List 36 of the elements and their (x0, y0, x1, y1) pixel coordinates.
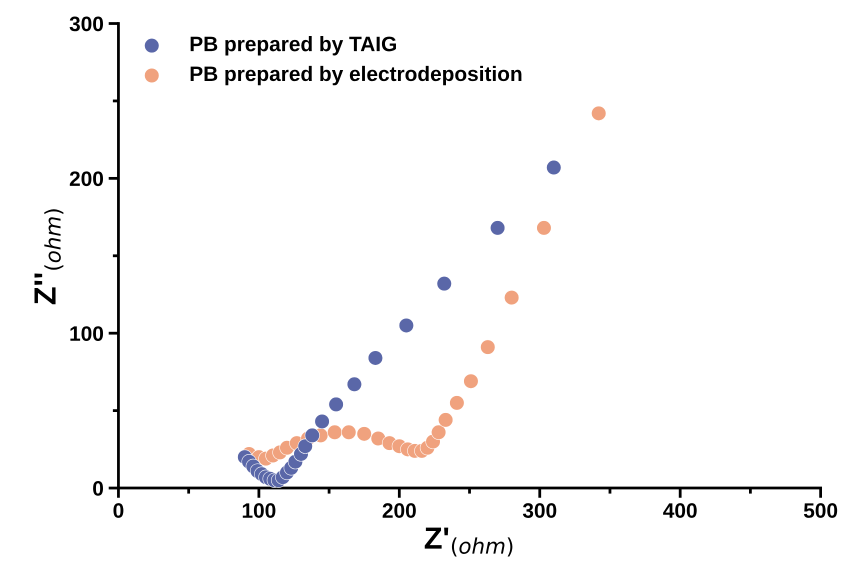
point (356, 426, 372, 442)
legend-label: PB prepared by electrodeposition (190, 66, 522, 86)
point (431, 424, 446, 440)
x-tick-label: 300 (522, 503, 556, 518)
point (546, 160, 562, 176)
point (449, 395, 464, 410)
point (368, 350, 383, 366)
point (341, 424, 356, 440)
point (480, 340, 496, 355)
y-tick-label: 300 (70, 16, 104, 32)
x-tick-label: 0 (113, 503, 124, 518)
point (438, 412, 454, 428)
x-tick-label: 100 (242, 503, 276, 518)
point (328, 396, 344, 412)
x-axis-title: Z'$_{(ohm)}$ (424, 528, 512, 556)
point (370, 430, 386, 446)
point (314, 414, 330, 430)
y-tick-label: 0 (93, 481, 104, 496)
x-tick-label: 200 (382, 503, 416, 518)
y-tick-label: 100 (70, 326, 104, 341)
point (398, 318, 414, 334)
point (536, 220, 552, 236)
y-tick-label: 200 (70, 171, 104, 186)
point (490, 220, 506, 236)
point (298, 438, 313, 454)
point (346, 376, 362, 392)
point (504, 290, 520, 306)
point (463, 374, 478, 389)
y-axis-title: Z''$_{(ohm)}$ (34, 209, 64, 304)
point (304, 428, 320, 443)
x-tick-label: 500 (804, 503, 838, 518)
point (591, 106, 606, 121)
point (436, 276, 452, 292)
x-tick-label: 400 (663, 503, 697, 518)
point (327, 424, 342, 440)
legend-label: PB prepared by TAIG (190, 36, 396, 56)
